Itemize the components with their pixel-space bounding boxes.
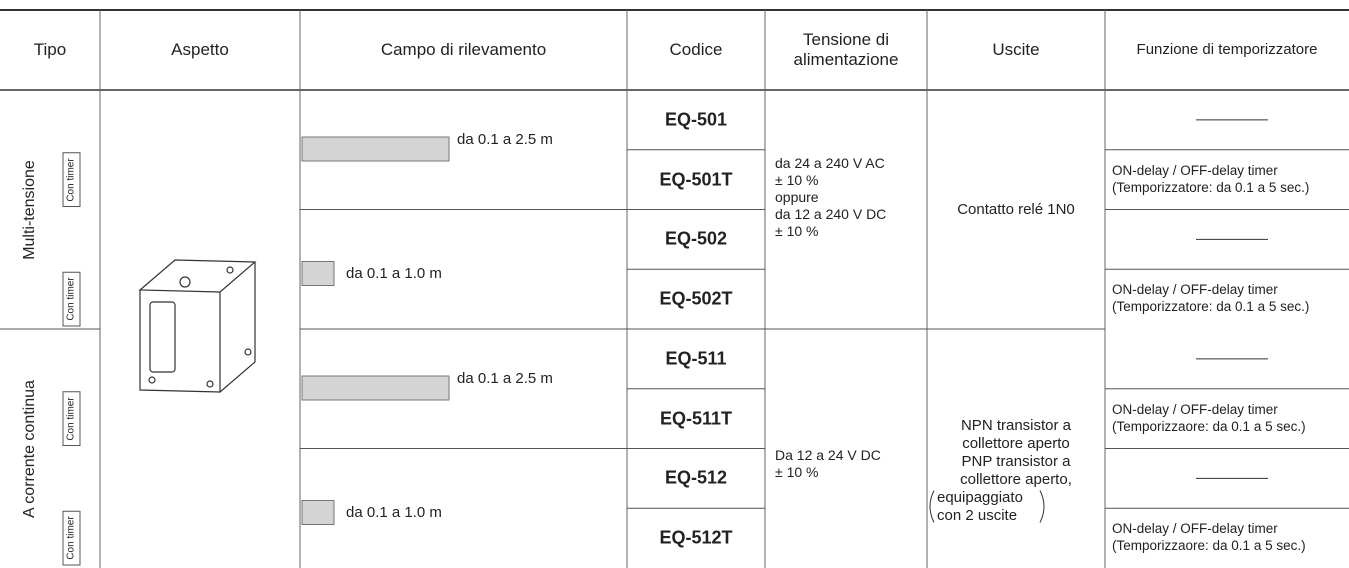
- code: EQ-502T: [659, 288, 733, 309]
- code: EQ-501: [664, 109, 728, 130]
- supply-text: ± 10 %: [775, 223, 819, 239]
- supply-text: da 24 a 240 V AC: [775, 155, 885, 171]
- range-bar: [301, 500, 335, 525]
- supply-text: oppure: [775, 189, 819, 205]
- timer-function: (Temporizzaore: da 0.1 a 5 sec.): [1112, 418, 1306, 434]
- tipo-label: Multi-tensione: [21, 159, 38, 260]
- range-bar: [301, 136, 450, 162]
- supply-text: Da 12 a 24 V DC: [775, 446, 881, 463]
- range-text: da 0.1 a 2.5 m: [457, 370, 553, 387]
- timer-box: [62, 510, 81, 566]
- range-text: da 0.1 a 1.0 m: [346, 264, 442, 282]
- output-text: PNP transistor a: [961, 452, 1071, 470]
- output-text: con 2 uscite: [937, 506, 1018, 524]
- range-bar: [301, 261, 335, 286]
- code: EQ-502: [664, 228, 728, 249]
- header-cell: Campo di rilevamento: [380, 40, 547, 59]
- output-text: collettore aperto: [962, 434, 1070, 452]
- bracket: [929, 490, 1045, 523]
- range-text: da 0.1 a 2.5 m: [457, 131, 553, 148]
- supply-text: da 12 a 240 V DC: [775, 206, 887, 222]
- header-cell: Codice: [669, 40, 723, 59]
- code: EQ-511T: [659, 408, 733, 429]
- output-text: collettore aperto,: [960, 470, 1072, 488]
- range-text: da 0.1 a 1.0 m: [346, 503, 442, 521]
- sensor-image: [138, 259, 257, 393]
- header-cell: Uscite: [992, 40, 1040, 59]
- timer-label: Con timer: [65, 277, 77, 321]
- timer-box: [62, 152, 81, 207]
- code: EQ-501T: [659, 169, 733, 190]
- timer-box: [62, 271, 81, 327]
- timer-function: ON-delay / OFF-delay timer: [1112, 162, 1278, 178]
- timer-function: ON-delay / OFF-delay timer: [1112, 521, 1278, 537]
- header-cell: Tipo: [33, 40, 67, 59]
- header-cell: Tensione di alimentazione: [793, 30, 899, 69]
- timer-function: ON-delay / OFF-delay timer: [1112, 401, 1278, 417]
- output-text: NPN transistor a: [960, 416, 1072, 434]
- timer-label: Con timer: [65, 157, 77, 202]
- supply-text: ± 10 %: [775, 172, 819, 188]
- supply-text: ± 10 %: [775, 463, 819, 480]
- timer-function: (Temporizzatore: da 0.1 a 5 sec.): [1112, 299, 1310, 315]
- range-bar: [301, 375, 450, 401]
- output-text: equipaggiato: [937, 488, 1023, 506]
- timer-label: Con timer: [65, 396, 77, 441]
- timer-label: Con timer: [65, 516, 77, 560]
- code: EQ-512T: [659, 527, 733, 548]
- timer-function: (Temporizzatore: da 0.1 a 5 sec.): [1112, 179, 1310, 195]
- output-text: Contatto relé 1N0: [957, 200, 1075, 218]
- header-cell: Funzione di temporizzatore: [1136, 41, 1318, 58]
- timer-function: ON-delay / OFF-delay timer: [1112, 282, 1278, 298]
- timer-box: [62, 391, 81, 446]
- code: EQ-511: [665, 348, 727, 369]
- timer-function: (Temporizzaore: da 0.1 a 5 sec.): [1112, 538, 1306, 554]
- tipo-label: A corrente continua: [21, 379, 38, 518]
- code: EQ-512: [664, 467, 728, 488]
- header-cell: Aspetto: [171, 40, 229, 59]
